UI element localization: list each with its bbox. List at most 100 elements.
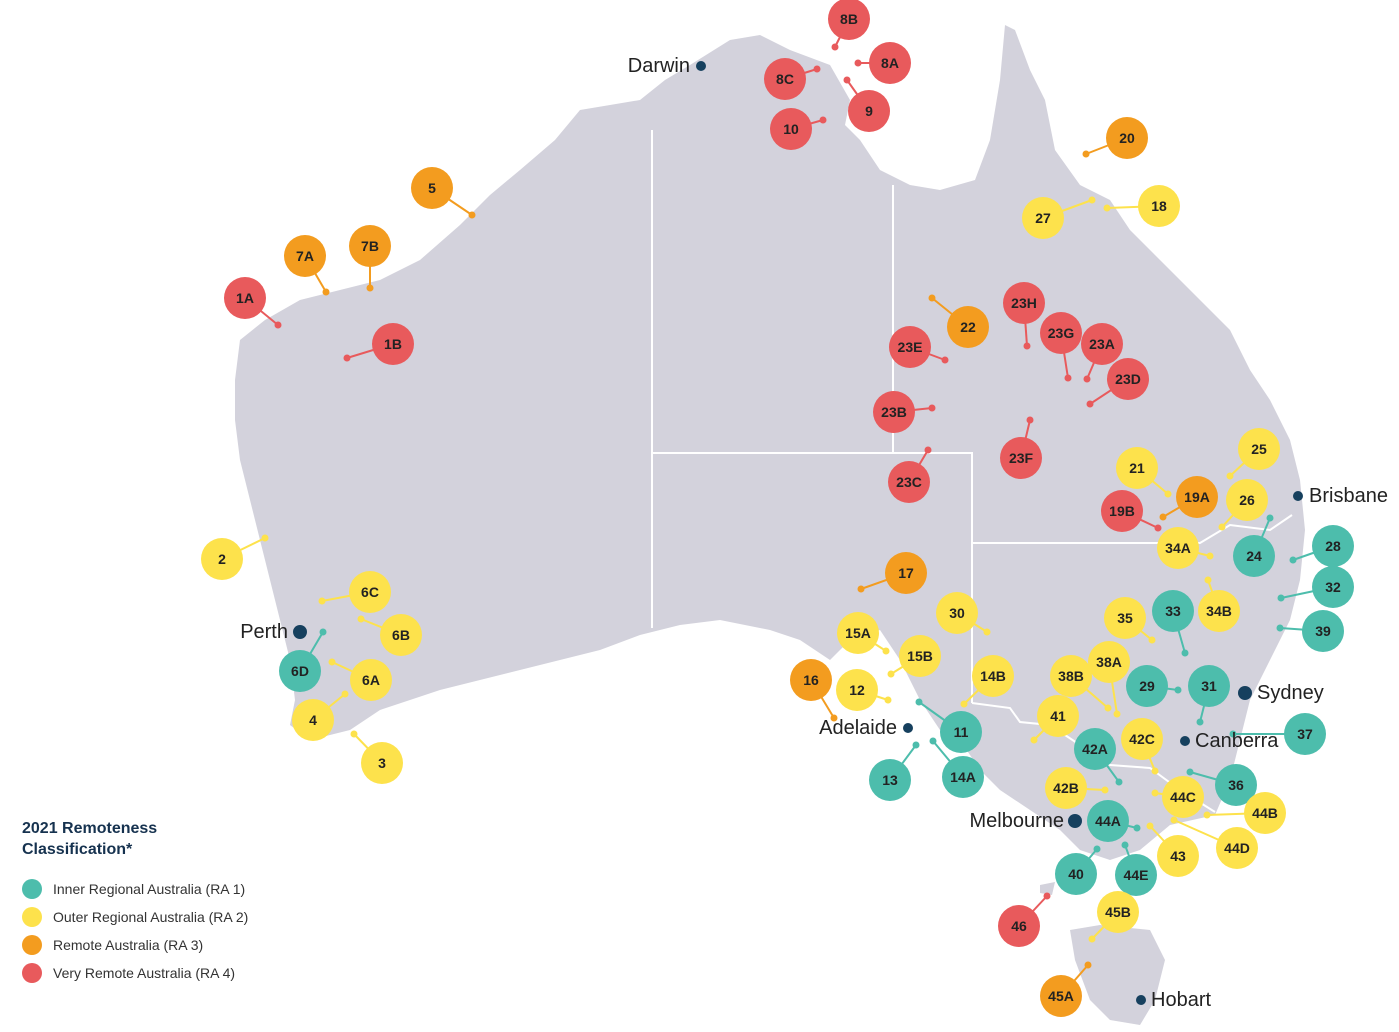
leader-dot bbox=[1206, 552, 1214, 560]
leader-dot bbox=[322, 288, 330, 296]
marker-label: 23E bbox=[898, 339, 923, 355]
marker-circle bbox=[1055, 853, 1097, 895]
leader-dot bbox=[468, 211, 476, 219]
marker-label: 42C bbox=[1129, 731, 1155, 747]
marker-label: 16 bbox=[803, 672, 819, 688]
legend-label: Very Remote Australia (RA 4) bbox=[53, 965, 235, 981]
marker-circle bbox=[1302, 610, 1344, 652]
marker-circle bbox=[1198, 590, 1240, 632]
marker-label: 34B bbox=[1206, 603, 1232, 619]
city-dot bbox=[1180, 736, 1190, 746]
marker-label: 23C bbox=[896, 474, 922, 490]
marker-circle bbox=[1233, 535, 1275, 577]
leader-dot bbox=[1104, 704, 1112, 712]
leader-dot bbox=[983, 628, 991, 636]
marker-label: 31 bbox=[1201, 678, 1217, 694]
leader-dot bbox=[1082, 150, 1090, 158]
marker-circle bbox=[1050, 655, 1092, 697]
city-dot bbox=[696, 61, 706, 71]
marker-label: 45B bbox=[1105, 904, 1131, 920]
marker-circle bbox=[1215, 764, 1257, 806]
leader-dot bbox=[1196, 718, 1204, 726]
leader-dot bbox=[915, 698, 923, 706]
marker-circle bbox=[372, 323, 414, 365]
marker-label: 46 bbox=[1011, 918, 1027, 934]
leader-dot bbox=[912, 741, 920, 749]
city-label: Perth bbox=[240, 621, 288, 643]
leader-dot bbox=[854, 59, 862, 67]
leader-dot bbox=[843, 76, 851, 84]
marker-label: 6B bbox=[392, 627, 410, 643]
marker-circle bbox=[1176, 476, 1218, 518]
marker-circle bbox=[1040, 975, 1082, 1017]
leader-dot bbox=[1174, 686, 1182, 694]
marker-circle bbox=[279, 650, 321, 692]
marker-label: 7B bbox=[361, 238, 379, 254]
legend-swatch bbox=[22, 879, 42, 899]
leader-dot bbox=[366, 284, 374, 292]
leader-dot bbox=[1159, 513, 1167, 521]
marker-circle bbox=[790, 659, 832, 701]
legend-swatch bbox=[22, 907, 42, 927]
city-dot bbox=[1238, 686, 1252, 700]
leader-dot bbox=[1115, 778, 1123, 786]
leader-dot bbox=[941, 356, 949, 364]
marker-circle bbox=[1107, 358, 1149, 400]
marker-circle bbox=[837, 612, 879, 654]
marker-label: 5 bbox=[428, 180, 436, 196]
leader-dot bbox=[350, 730, 358, 738]
marker-label: 37 bbox=[1297, 726, 1313, 742]
leader-dot bbox=[813, 65, 821, 73]
marker-label: 15A bbox=[845, 625, 871, 641]
leader-dot bbox=[1101, 786, 1109, 794]
marker-label: 44E bbox=[1124, 867, 1149, 883]
marker-circle bbox=[848, 90, 890, 132]
marker-label: 10 bbox=[783, 121, 799, 137]
marker-label: 9 bbox=[865, 103, 873, 119]
legend-swatch bbox=[22, 935, 42, 955]
leader-dot bbox=[1181, 649, 1189, 657]
marker-circle bbox=[292, 699, 334, 741]
marker-label: 34A bbox=[1165, 540, 1191, 556]
marker-circle bbox=[1138, 185, 1180, 227]
leader-dot bbox=[819, 116, 827, 124]
leader-dot bbox=[1030, 736, 1038, 744]
marker-label: 41 bbox=[1050, 708, 1066, 724]
marker-label: 28 bbox=[1325, 538, 1341, 554]
leader-dot bbox=[929, 737, 937, 745]
legend-label: Outer Regional Australia (RA 2) bbox=[53, 909, 248, 925]
marker-label: 23H bbox=[1011, 295, 1037, 311]
marker-label: 29 bbox=[1139, 678, 1155, 694]
marker-circle bbox=[972, 655, 1014, 697]
marker-label: 1B bbox=[384, 336, 402, 352]
leader-dot bbox=[928, 404, 936, 412]
leader-dot bbox=[1121, 841, 1129, 849]
leader-dot bbox=[1276, 624, 1284, 632]
marker-label: 38B bbox=[1058, 668, 1084, 684]
city-label: Darwin bbox=[628, 55, 690, 77]
marker-label: 4 bbox=[309, 712, 317, 728]
legend-title: 2021 Remoteness Classification* bbox=[22, 820, 158, 858]
marker-label: 8B bbox=[840, 11, 858, 27]
marker-circle bbox=[380, 614, 422, 656]
marker-label: 30 bbox=[949, 605, 965, 621]
marker-circle bbox=[411, 167, 453, 209]
leader-dot bbox=[1088, 196, 1096, 204]
marker-label: 23G bbox=[1048, 325, 1075, 341]
city-dot bbox=[1068, 814, 1082, 828]
marker-label: 17 bbox=[898, 565, 914, 581]
marker-label: 3 bbox=[378, 755, 386, 771]
city-label: Sydney bbox=[1257, 682, 1324, 704]
leader-dot bbox=[1218, 523, 1226, 531]
marker-circle bbox=[998, 905, 1040, 947]
leader-dot bbox=[1164, 490, 1172, 498]
legend-label: Inner Regional Australia (RA 1) bbox=[53, 881, 245, 897]
city-label: Melbourne bbox=[969, 810, 1064, 832]
leader-dot bbox=[341, 690, 349, 698]
leader-dot bbox=[328, 658, 336, 666]
leader-dot bbox=[1043, 892, 1051, 900]
leader-dot bbox=[1146, 822, 1154, 830]
marker-circle bbox=[349, 225, 391, 267]
marker-label: 23B bbox=[881, 404, 907, 420]
